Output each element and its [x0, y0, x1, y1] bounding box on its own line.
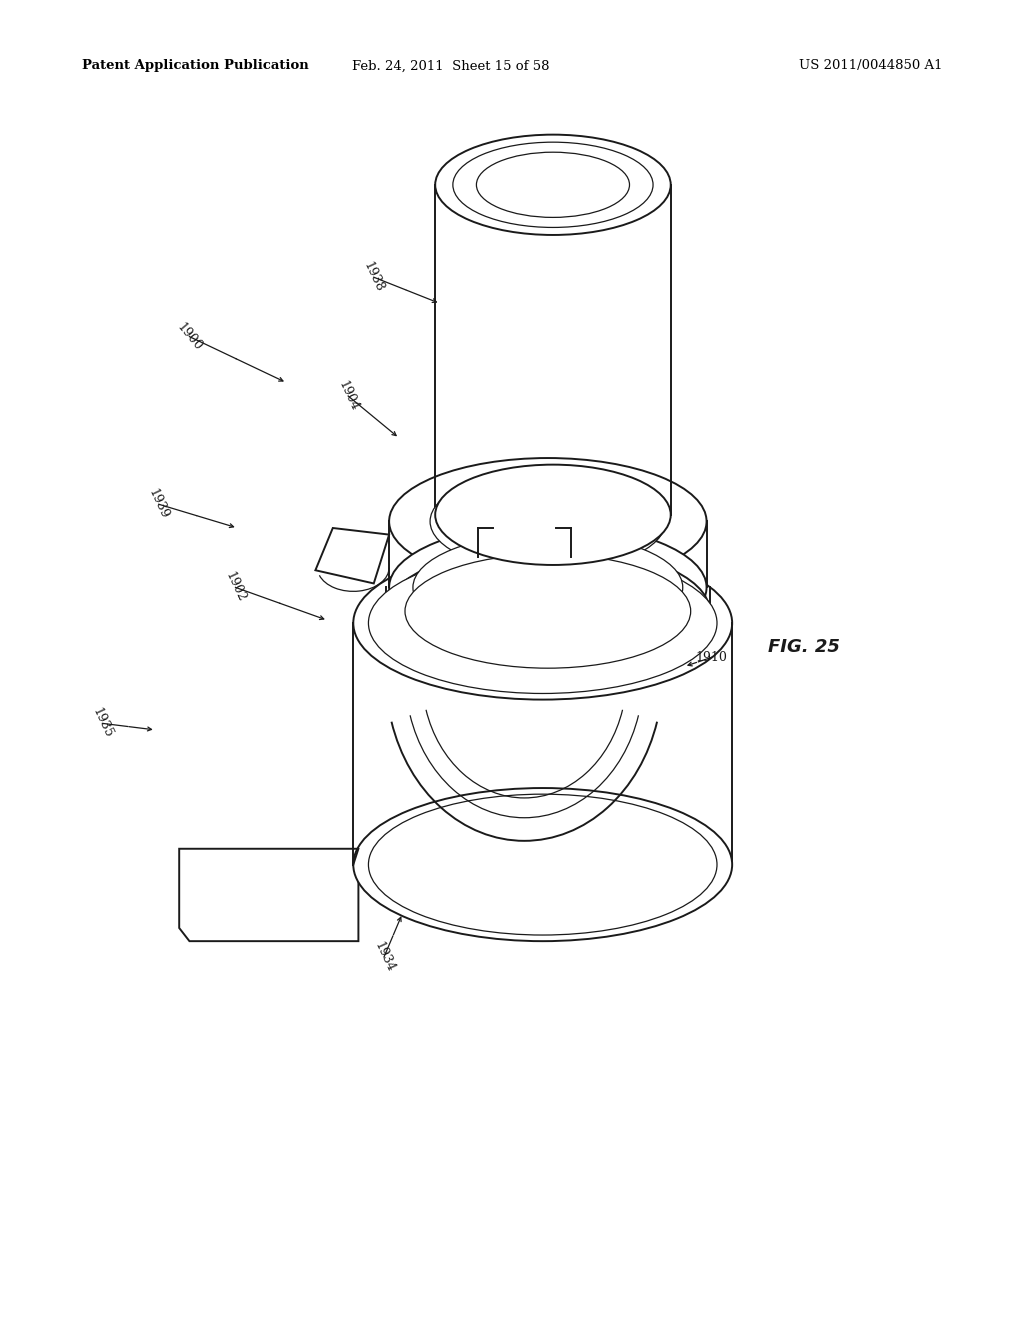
Polygon shape — [315, 528, 389, 583]
Ellipse shape — [389, 524, 707, 651]
Text: US 2011/0044850 A1: US 2011/0044850 A1 — [799, 59, 942, 73]
Ellipse shape — [430, 471, 666, 572]
Polygon shape — [179, 849, 358, 941]
Ellipse shape — [353, 546, 732, 700]
Text: 1938: 1938 — [361, 260, 386, 294]
Ellipse shape — [389, 458, 707, 585]
Ellipse shape — [369, 553, 717, 693]
Text: 1904: 1904 — [336, 379, 360, 413]
Text: 1935: 1935 — [90, 706, 115, 741]
Text: 1900: 1900 — [174, 321, 205, 352]
Text: 1902: 1902 — [223, 570, 248, 605]
Text: FIG. 25: FIG. 25 — [768, 638, 840, 656]
Polygon shape — [438, 869, 676, 902]
Ellipse shape — [453, 143, 653, 227]
Ellipse shape — [435, 135, 671, 235]
Text: 1910: 1910 — [695, 651, 728, 664]
Text: Patent Application Publication: Patent Application Publication — [82, 59, 308, 73]
Text: 1939: 1939 — [146, 487, 171, 521]
Ellipse shape — [476, 152, 630, 218]
Ellipse shape — [353, 788, 732, 941]
Ellipse shape — [404, 554, 691, 668]
Ellipse shape — [435, 465, 671, 565]
Ellipse shape — [369, 795, 717, 935]
Ellipse shape — [413, 533, 683, 642]
Text: 1934: 1934 — [372, 940, 396, 974]
Ellipse shape — [386, 546, 710, 676]
Text: Feb. 24, 2011  Sheet 15 of 58: Feb. 24, 2011 Sheet 15 of 58 — [352, 59, 549, 73]
